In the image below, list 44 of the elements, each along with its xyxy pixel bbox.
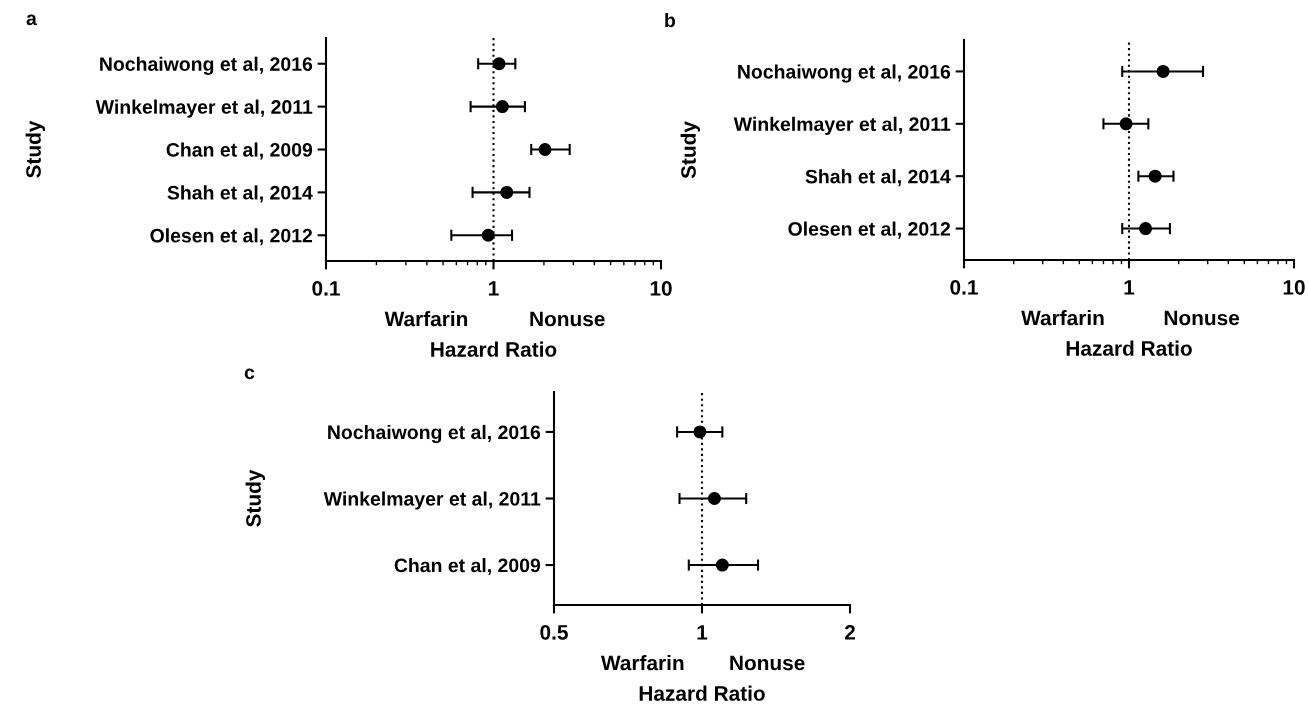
text: b — [665, 12, 676, 28]
y-tick-label: Shah et al, 2014 — [167, 185, 313, 203]
text: Warfarin — [1021, 310, 1104, 326]
y-tick-label: Olesen et al, 2012 — [788, 221, 951, 239]
y-tick-label: Chan et al, 2009 — [394, 558, 541, 576]
y-axis-title: Study — [680, 121, 700, 179]
text: Nonuse — [730, 655, 805, 671]
point — [1139, 222, 1153, 236]
text: Nonuse — [1164, 310, 1240, 326]
y-tick-label: Nochaiwong et al, 2016 — [328, 424, 541, 444]
x-tick-label: 0.1 — [312, 280, 340, 296]
text: Warfarin — [384, 311, 468, 327]
x-axis-title: Hazard Ratio — [431, 341, 557, 357]
text: a — [26, 14, 37, 26]
point — [495, 100, 509, 114]
y-axis-title: Study — [25, 120, 45, 178]
y-axis-title: Study — [245, 469, 265, 527]
x-tick-label: 0.1 — [950, 279, 978, 295]
y-tick-label: Winkelmayer et al, 2011 — [733, 116, 951, 135]
text: Nonuse — [530, 311, 605, 327]
x-tick-label: 1 — [489, 281, 499, 296]
x-tick-label: 1 — [697, 625, 708, 640]
y-tick-label: Winkelmayer et al, 2011 — [95, 99, 313, 118]
y-tick-label: Chan et al, 2009 — [166, 142, 313, 160]
point — [1119, 117, 1133, 131]
y-tick-label: Nochaiwong et al, 2016 — [738, 64, 951, 83]
x-tick-label: 0.5 — [540, 624, 568, 640]
point — [492, 57, 506, 71]
point — [1148, 169, 1162, 183]
x-tick-label: 1 — [1124, 280, 1135, 295]
point — [500, 185, 514, 199]
text: Warfarin — [600, 655, 684, 671]
x-tick-label: 2 — [844, 624, 855, 640]
y-tick-label: Olesen et al, 2012 — [150, 228, 313, 246]
x-axis-title: Hazard Ratio — [1066, 340, 1192, 356]
x-tick-label: 10 — [1283, 279, 1305, 295]
x-axis-title: Hazard Ratio — [639, 685, 765, 701]
y-tick-label: Shah et al, 2014 — [805, 169, 951, 187]
point — [538, 142, 552, 157]
text: c — [244, 368, 255, 380]
y-tick-label: Nochaiwong et al, 2016 — [100, 56, 313, 75]
x-tick-label: 10 — [650, 280, 672, 296]
point — [1156, 64, 1170, 78]
y-tick-label: Winkelmayer et al, 2011 — [323, 491, 541, 510]
